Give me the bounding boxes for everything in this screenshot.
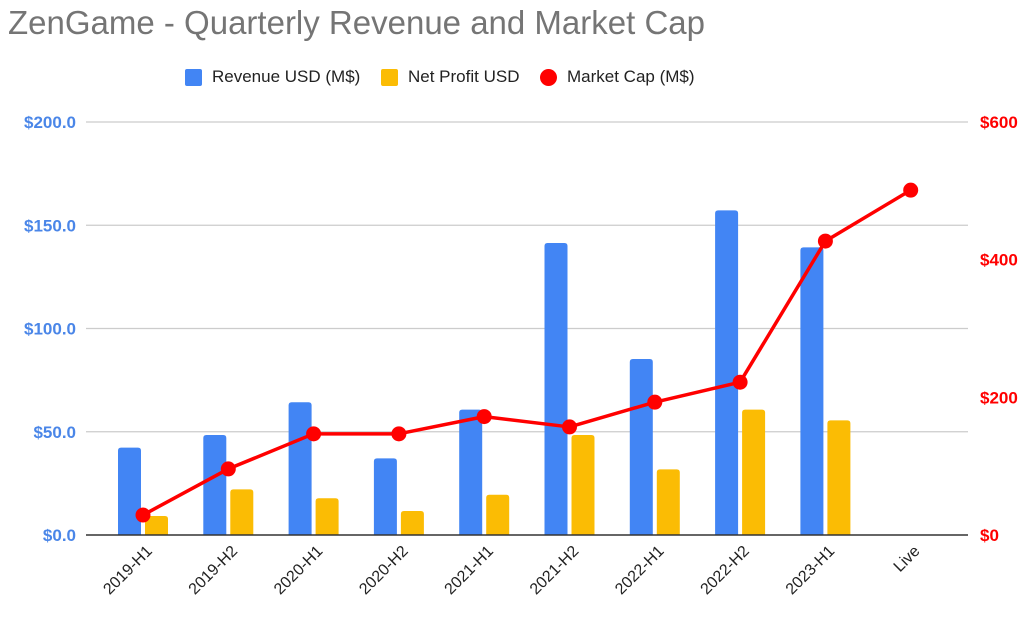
bar-net-profit-usd[interactable] bbox=[315, 498, 339, 535]
market-cap-point[interactable] bbox=[476, 409, 492, 425]
market-cap-point[interactable] bbox=[391, 426, 407, 442]
bar-revenue-usd-m[interactable] bbox=[800, 247, 824, 535]
right-axis-tick-label: $400 bbox=[980, 251, 1018, 270]
market-cap-point[interactable] bbox=[732, 374, 748, 390]
market-cap-polyline bbox=[142, 188, 912, 517]
legend-item-net-profit[interactable]: Net Profit USD bbox=[381, 63, 519, 91]
market-cap-point[interactable] bbox=[817, 233, 833, 249]
left-axis-tick-label: $150.0 bbox=[24, 216, 76, 235]
x-axis-tick-label: 2022-H2 bbox=[698, 543, 753, 598]
left-axis-tick-label: $0.0 bbox=[43, 526, 76, 545]
legend-label-revenue: Revenue USD (M$) bbox=[212, 67, 361, 86]
bar-revenue-usd-m[interactable] bbox=[288, 402, 312, 535]
x-axis-tick-label: 2019-H1 bbox=[100, 543, 155, 598]
market-cap-point[interactable] bbox=[562, 419, 577, 435]
legend-swatch-market-cap bbox=[540, 68, 557, 86]
x-axis-tick-label: Live bbox=[891, 543, 924, 576]
market-cap-line bbox=[135, 182, 919, 523]
left-axis-tick-label: $50.0 bbox=[33, 423, 76, 442]
left-axis-tick-label: $200.0 bbox=[24, 113, 76, 132]
legend-swatch-net-profit bbox=[381, 68, 398, 86]
bar-net-profit-usd[interactable] bbox=[656, 469, 680, 535]
legend-item-revenue[interactable]: Revenue USD (M$) bbox=[185, 63, 360, 91]
bar-revenue-usd-m[interactable] bbox=[459, 409, 483, 535]
legend-label-net-profit: Net Profit USD bbox=[408, 67, 520, 86]
right-axis-tick-label: $600 bbox=[980, 113, 1018, 132]
left-axis-ticks: $0.0 $50.0 $100.0 $150.0 $200.0 bbox=[24, 113, 76, 545]
right-axis-ticks: $0 $200 $400 $600 bbox=[980, 113, 1018, 545]
market-cap-point[interactable] bbox=[306, 426, 322, 442]
x-axis-tick-label: 2021-H1 bbox=[442, 543, 497, 598]
right-axis-tick-label: $0 bbox=[980, 526, 999, 545]
bar-revenue-usd-m[interactable] bbox=[373, 458, 397, 535]
bars bbox=[118, 210, 851, 535]
bar-net-profit-usd[interactable] bbox=[571, 435, 595, 535]
bar-net-profit-usd[interactable] bbox=[827, 420, 851, 535]
x-axis-tick-label: 2023-H1 bbox=[783, 543, 838, 598]
x-axis-tick-label: 2020-H1 bbox=[271, 543, 326, 598]
bar-revenue-usd-m[interactable] bbox=[544, 243, 568, 535]
bar-net-profit-usd[interactable] bbox=[486, 494, 510, 535]
left-axis-tick-label: $100.0 bbox=[24, 320, 76, 339]
bar-revenue-usd-m[interactable] bbox=[118, 447, 141, 535]
x-axis-ticks: 2019-H1 2019-H2 2020-H1 2020-H2 2021-H1 2021-… bbox=[100, 543, 923, 598]
right-axis-tick-label: $200 bbox=[980, 388, 1018, 407]
gridlines bbox=[86, 121, 968, 433]
bar-net-profit-usd[interactable] bbox=[742, 409, 766, 535]
x-axis-tick-label: 2021-H2 bbox=[527, 543, 582, 598]
market-cap-point[interactable] bbox=[135, 507, 151, 523]
market-cap-point[interactable] bbox=[647, 394, 663, 410]
bar-net-profit-usd[interactable] bbox=[230, 489, 254, 535]
bar-revenue-usd-m[interactable] bbox=[629, 359, 653, 535]
bar-net-profit-usd[interactable] bbox=[400, 511, 424, 535]
bar-revenue-usd-m[interactable] bbox=[203, 435, 227, 535]
bar-revenue-usd-m[interactable] bbox=[715, 210, 739, 535]
legend-swatch-revenue bbox=[185, 68, 202, 86]
legend-label-market-cap: Market Cap (M$) bbox=[567, 67, 695, 86]
x-axis-tick-label: 2019-H2 bbox=[186, 543, 241, 598]
market-cap-point[interactable] bbox=[220, 461, 236, 477]
legend-item-market-cap[interactable]: Market Cap (M$) bbox=[540, 63, 695, 91]
market-cap-point[interactable] bbox=[903, 182, 919, 198]
chart-title: ZenGame - Quarterly Revenue and Market C… bbox=[8, 4, 705, 41]
bar-net-profit-usd[interactable] bbox=[145, 516, 168, 535]
x-axis-tick-label: 2020-H2 bbox=[356, 543, 411, 598]
legend: Revenue USD (M$) Net Profit USD Market C… bbox=[0, 63, 1024, 91]
x-axis-tick-label: 2022-H1 bbox=[612, 543, 667, 598]
